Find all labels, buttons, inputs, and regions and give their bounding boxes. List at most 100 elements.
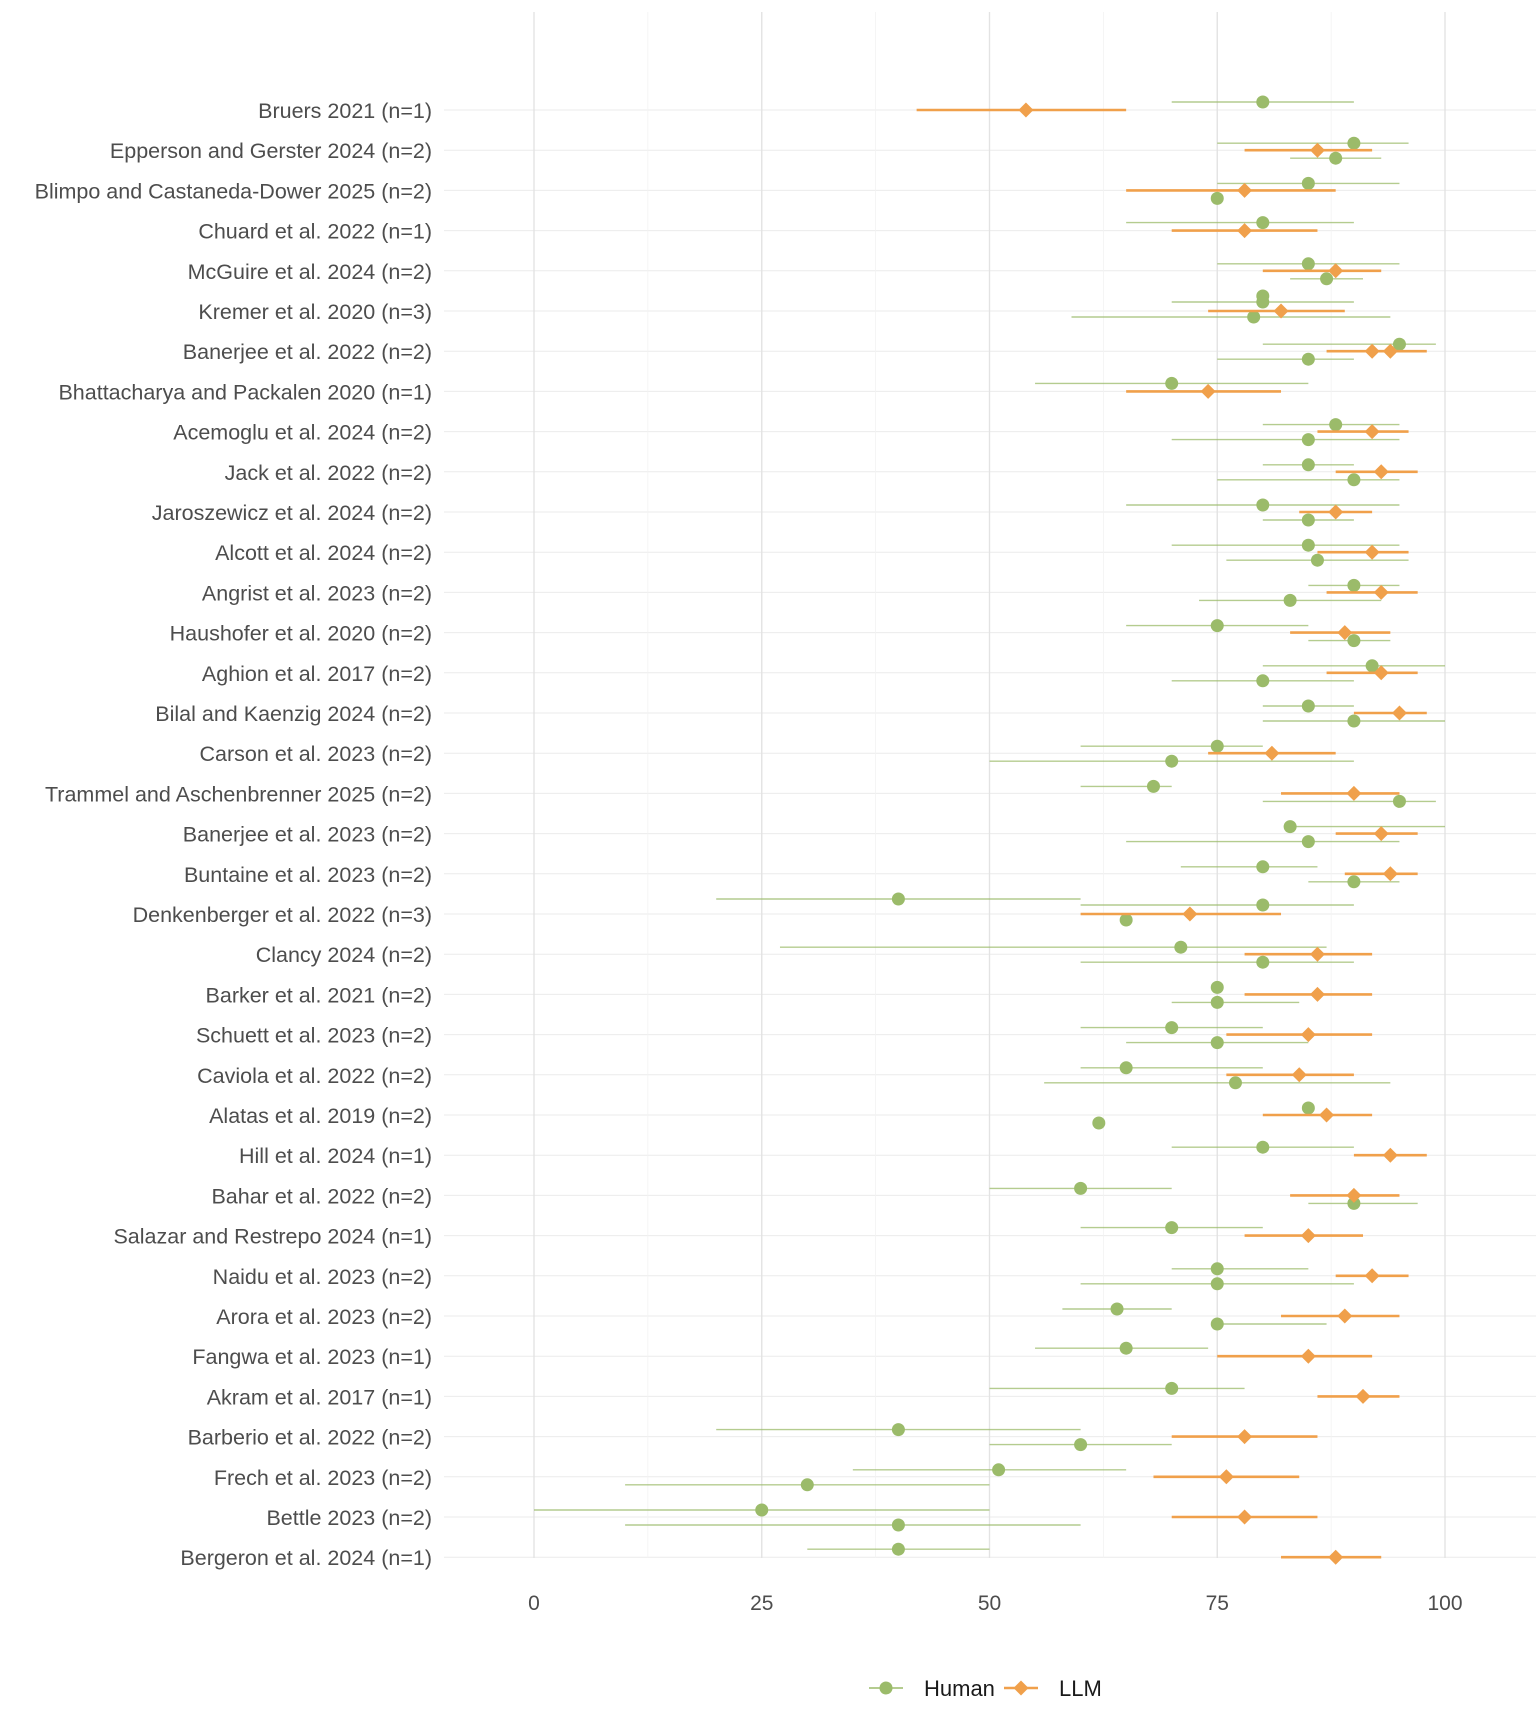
human-point: [1347, 875, 1361, 889]
llm-point: [1346, 1187, 1362, 1203]
human-point: [1210, 619, 1224, 633]
human-point: [1310, 553, 1324, 567]
llm-point: [1182, 906, 1198, 922]
human-point: [1146, 779, 1160, 793]
human-point: [1119, 1341, 1133, 1355]
human-point: [1210, 1277, 1224, 1291]
legend-key-marker: [1013, 1680, 1029, 1696]
human-point: [1256, 955, 1270, 969]
y-tick-label: Banerjee et al. 2022 (n=2): [183, 340, 432, 364]
llm-point: [1328, 504, 1344, 520]
y-tick-label: Bilal and Kaenzig 2024 (n=2): [155, 702, 432, 726]
llm-point: [1237, 182, 1253, 198]
llm-point: [1391, 705, 1407, 721]
human-point: [1228, 1076, 1242, 1090]
llm-point: [1300, 1228, 1316, 1244]
llm-point: [1373, 584, 1389, 600]
legend-item-human: Human: [869, 1676, 995, 1701]
human-point: [1256, 898, 1270, 912]
grid-lines: [444, 12, 1536, 1558]
y-tick-label: Naidu et al. 2023 (n=2): [213, 1265, 432, 1289]
llm-point: [1382, 343, 1398, 359]
human-point: [1347, 634, 1361, 648]
llm-point: [1364, 424, 1380, 440]
y-tick-label: Angrist et al. 2023 (n=2): [202, 581, 432, 605]
human-point: [1301, 1101, 1315, 1115]
human-point: [1074, 1181, 1088, 1195]
human-point: [1301, 458, 1315, 472]
llm-point: [1382, 1147, 1398, 1163]
human-point: [755, 1503, 769, 1517]
human-point: [1165, 1381, 1179, 1395]
human-point: [1210, 1317, 1224, 1331]
x-tick-label: 25: [750, 1592, 773, 1615]
y-tick-label: Jaroszewicz et al. 2024 (n=2): [152, 501, 432, 525]
human-point: [1283, 593, 1297, 607]
y-tick-label: Carson et al. 2023 (n=2): [200, 742, 432, 766]
llm-point: [1328, 263, 1344, 279]
llm-point: [1300, 1027, 1316, 1043]
x-tick-label: 100: [1427, 1592, 1462, 1615]
llm-point: [1355, 1388, 1371, 1404]
human-point: [1329, 151, 1343, 165]
y-tick-label: Fangwa et al. 2023 (n=1): [192, 1345, 432, 1369]
y-tick-label: Denkenberger et al. 2022 (n=3): [133, 903, 432, 927]
llm-point: [1364, 343, 1380, 359]
human-point: [1256, 95, 1270, 109]
human-point: [1247, 310, 1261, 324]
y-tick-label: Alcott et al. 2024 (n=2): [215, 541, 432, 565]
llm-point: [1300, 1348, 1316, 1364]
human-point: [1392, 337, 1406, 351]
human-point: [1110, 1302, 1124, 1316]
human-point: [1347, 136, 1361, 150]
human-point: [1174, 940, 1188, 954]
y-tick-label: Bahar et al. 2022 (n=2): [211, 1184, 432, 1208]
y-tick-label: Jack et al. 2022 (n=2): [225, 461, 432, 485]
x-tick-label: 0: [528, 1592, 540, 1615]
y-tick-label: Salazar and Restrepo 2024 (n=1): [113, 1225, 432, 1249]
legend-label: LLM: [1059, 1676, 1102, 1701]
human-point: [1365, 659, 1379, 673]
human-point: [1165, 376, 1179, 390]
human-point: [1210, 980, 1224, 994]
human-point: [1119, 913, 1133, 927]
llm-point: [1382, 866, 1398, 882]
llm-point: [1337, 1308, 1353, 1324]
llm-point: [1237, 1509, 1253, 1525]
human-point: [992, 1463, 1006, 1477]
y-tick-label: Bettle 2023 (n=2): [266, 1506, 432, 1530]
human-point: [891, 892, 905, 906]
llm-point: [1373, 826, 1389, 842]
human-point: [1256, 295, 1270, 309]
human-point: [891, 1542, 905, 1556]
human-point: [1210, 191, 1224, 205]
human-point: [1210, 995, 1224, 1009]
human-point: [1329, 418, 1343, 432]
llm-point: [1273, 303, 1289, 319]
y-tick-label: Aghion et al. 2017 (n=2): [202, 662, 432, 686]
human-point: [1301, 699, 1315, 713]
llm-point: [1346, 785, 1362, 801]
llm-point: [1237, 1429, 1253, 1445]
y-tick-label: Buntaine et al. 2023 (n=2): [184, 863, 432, 887]
legend: Human LLM: [869, 1676, 1102, 1701]
y-tick-label: Epperson and Gerster 2024 (n=2): [110, 139, 432, 163]
llm-point: [1373, 464, 1389, 480]
y-tick-label: Acemoglu et al. 2024 (n=2): [173, 421, 432, 445]
legend-item-llm: LLM: [1004, 1676, 1102, 1701]
llm-point: [1364, 544, 1380, 560]
human-point: [1347, 714, 1361, 728]
human-point: [1283, 820, 1297, 834]
human-point: [1165, 1221, 1179, 1235]
x-tick-label: 50: [978, 1592, 1001, 1615]
y-tick-label: Bhattacharya and Packalen 2020 (n=1): [58, 380, 432, 404]
row-labels: Bruers 2021 (n=1) Epperson and Gerster 20…: [35, 99, 432, 1570]
llm-point: [1218, 1469, 1234, 1485]
llm-point: [1264, 745, 1280, 761]
human-point: [1165, 754, 1179, 768]
human-point: [1320, 272, 1334, 286]
human-point: [1301, 513, 1315, 527]
human-point: [1165, 1021, 1179, 1035]
y-tick-label: Alatas et al. 2019 (n=2): [209, 1104, 432, 1128]
